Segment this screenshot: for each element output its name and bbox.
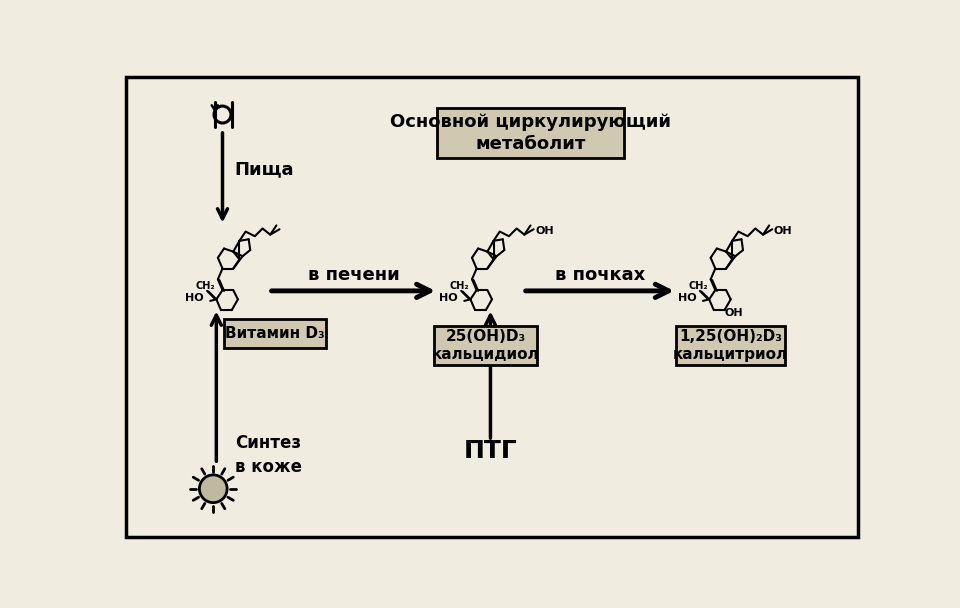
Text: ПТГ: ПТГ (464, 439, 517, 463)
FancyBboxPatch shape (434, 326, 538, 365)
Text: OH: OH (725, 308, 743, 318)
Text: Витамин D₃: Витамин D₃ (225, 326, 324, 340)
FancyBboxPatch shape (437, 108, 624, 159)
Text: 1,25(OH)₂D₃
кальцитриол: 1,25(OH)₂D₃ кальцитриол (673, 329, 788, 362)
Text: OH: OH (774, 226, 792, 236)
Text: Пища: Пища (235, 161, 295, 179)
FancyBboxPatch shape (676, 326, 785, 365)
Text: CH₂: CH₂ (196, 280, 215, 291)
Text: CH₂: CH₂ (450, 280, 469, 291)
Text: OH: OH (535, 226, 554, 236)
Circle shape (200, 475, 228, 503)
Text: в почках: в почках (555, 266, 645, 284)
Text: HO: HO (678, 293, 697, 303)
Text: HO: HO (440, 293, 458, 303)
Text: Основной циркулирующий
метаболит: Основной циркулирующий метаболит (390, 113, 671, 153)
Text: 25(OH)D₃
кальцидиол: 25(OH)D₃ кальцидиол (432, 329, 540, 362)
Text: в печени: в печени (307, 266, 399, 284)
Text: HO: HO (185, 293, 204, 303)
Text: Синтез
в коже: Синтез в коже (235, 434, 301, 476)
Text: CH₂: CH₂ (688, 280, 708, 291)
FancyBboxPatch shape (224, 319, 325, 348)
